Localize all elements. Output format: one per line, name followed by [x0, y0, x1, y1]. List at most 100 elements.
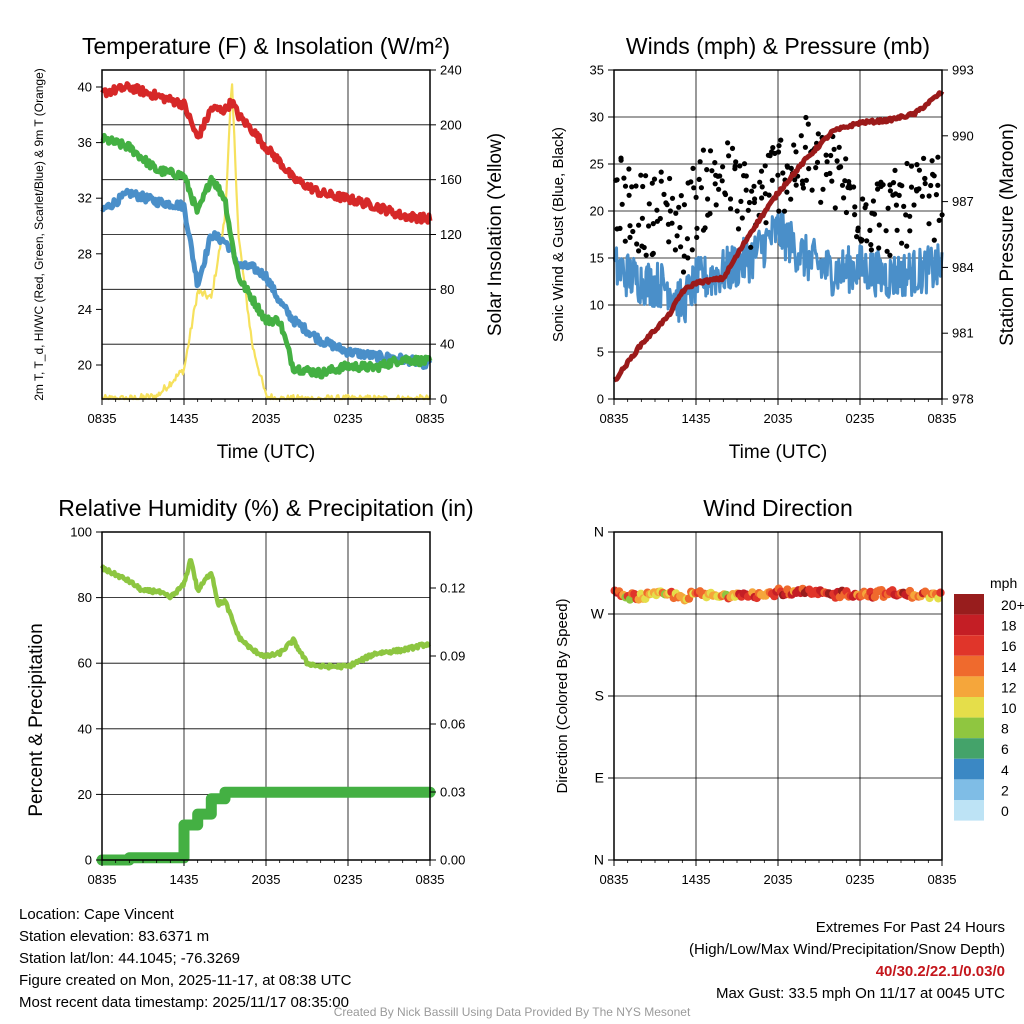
gust-point [705, 196, 711, 202]
gust-point [728, 206, 734, 212]
gust-point [619, 201, 625, 207]
gust-point [788, 196, 794, 202]
gust-point [672, 247, 679, 253]
gust-point [842, 178, 848, 184]
x-tick-label: 0235 [846, 411, 875, 426]
gust-point [696, 176, 702, 182]
right-y-tick-label: 0.03 [440, 785, 465, 800]
gust-point [688, 179, 694, 185]
gust-point [791, 142, 797, 148]
legend-label: 16 [1001, 638, 1017, 654]
gust-point [815, 131, 821, 137]
left-axis-title: Direction (Colored By Speed) [554, 598, 571, 793]
gust-point [640, 183, 646, 190]
most-recent-data: Most recent data timestamp: 2025/11/17 0… [19, 994, 349, 1011]
gust-point [922, 180, 928, 187]
right-y-tick-label: 80 [440, 282, 454, 297]
left-y-tick-label: 32 [78, 191, 92, 206]
gust-point [859, 237, 865, 243]
left-y-tick-label: 25 [590, 157, 604, 172]
gust-point [780, 170, 786, 176]
x-tick-label: 0835 [88, 872, 117, 887]
right-axis-title: Solar Insolation (Yellow) [485, 133, 506, 336]
gust-point [855, 225, 861, 231]
x-tick-label: 0235 [846, 872, 875, 887]
right-y-tick-label: 240 [440, 63, 462, 78]
gust-point [676, 204, 682, 210]
gust-point [694, 225, 700, 231]
gust-point [935, 182, 941, 188]
left-y-tick-label: W [591, 606, 605, 622]
x-tick-label: 2035 [252, 872, 281, 887]
gust-point [629, 184, 635, 190]
gust-point [893, 202, 900, 208]
legend-label: 12 [1001, 679, 1017, 695]
gust-point [803, 114, 809, 121]
gust-point [880, 182, 886, 188]
insolation-line [101, 83, 432, 401]
legend-label: 2 [1001, 782, 1009, 798]
precipitation-line [96, 786, 436, 866]
gust-point [936, 217, 942, 223]
gust-point [636, 248, 642, 254]
gust-point [862, 205, 868, 211]
left-axis-title: Sonic Wind & Gust (Blue, Black) [550, 127, 567, 342]
gust-point [712, 181, 718, 187]
gust-point [836, 144, 842, 150]
gust-point [743, 187, 749, 193]
gust-point [650, 221, 656, 227]
gust-point [622, 183, 629, 189]
gust-point [650, 250, 656, 256]
gust-point [792, 177, 798, 183]
legend-label: 18 [1001, 618, 1017, 634]
gust-point [860, 196, 866, 202]
gust-point [677, 224, 683, 231]
gust-point [770, 145, 776, 151]
gust-point [930, 171, 936, 177]
gust-point [935, 154, 941, 160]
gust-point [887, 252, 893, 258]
gust-point [716, 186, 722, 192]
gust-point [738, 198, 744, 204]
gust-point [627, 234, 633, 240]
left-y-tick-label: E [595, 770, 604, 786]
gust-point [684, 236, 691, 242]
gust-point [704, 167, 710, 173]
gust-point [717, 173, 723, 179]
right-y-tick-label: 993 [952, 63, 974, 78]
station-latlon: Station lat/lon: 44.1045; -76.3269 [19, 950, 241, 967]
legend-label: 8 [1001, 721, 1009, 737]
gust-point [767, 153, 773, 159]
gust-point [813, 165, 819, 171]
gust-point [639, 215, 646, 221]
gust-point [809, 187, 815, 193]
legend-swatch [954, 758, 984, 780]
gust-point [922, 175, 928, 182]
right-y-tick-label: 984 [952, 260, 974, 275]
legend-label: 20+ [1001, 597, 1024, 613]
left-y-tick-label: 15 [590, 251, 604, 266]
legend-swatch [954, 614, 984, 636]
gust-point [729, 145, 736, 151]
right-y-tick-label: 990 [952, 128, 974, 143]
gust-point [864, 238, 870, 244]
x-axis-title: Time (UTC) [217, 442, 316, 463]
gust-point [667, 208, 674, 214]
legend-swatch [954, 635, 984, 656]
gust-point [838, 164, 844, 170]
left-y-tick-label: N [594, 852, 604, 868]
gust-point [626, 192, 632, 198]
legend-label: 0 [1001, 803, 1009, 819]
left-y-tick-label: 10 [590, 298, 604, 313]
x-tick-label: 0835 [928, 872, 957, 887]
wind-direction-panel: 0835 1435 2035 0235 0835 N E S W N Wind Direction D… [554, 495, 1024, 887]
legend-swatch [954, 738, 984, 759]
gust-point [700, 147, 707, 153]
right-y-tick-label: 160 [440, 172, 462, 187]
x-axis-title: Time (UTC) [729, 442, 828, 463]
gust-point [758, 168, 765, 174]
x-tick-label: 2035 [764, 411, 793, 426]
gust-point [727, 196, 734, 202]
gust-point [788, 165, 794, 171]
panel-title: Temperature (F) & Insolation (W/m²) [82, 33, 450, 59]
